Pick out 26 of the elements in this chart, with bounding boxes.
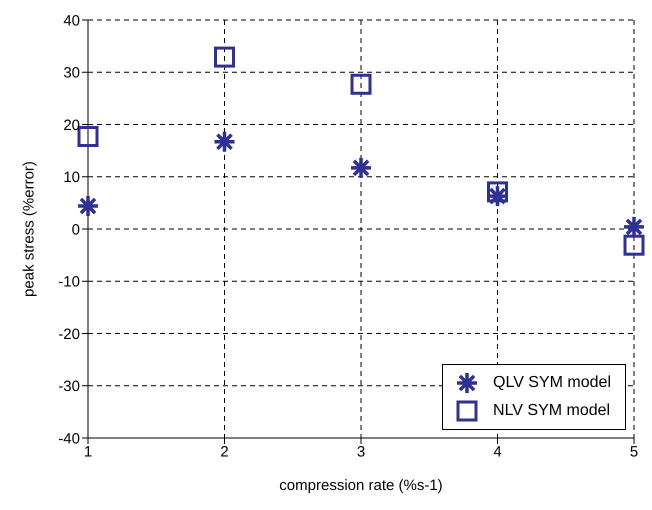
x-tick-label: 5 <box>630 444 638 461</box>
y-tick-label: -30 <box>58 378 80 396</box>
y-tick-label: 0 <box>72 221 80 238</box>
x-axis-title: compression rate (%s-1) <box>279 477 443 494</box>
point <box>349 156 373 180</box>
point <box>487 181 508 202</box>
y-tick-label: 30 <box>63 64 80 82</box>
point <box>624 234 644 256</box>
y-tick-label: -40 <box>58 430 80 448</box>
y-axis-title: peak stress (%error) <box>20 161 38 297</box>
x-tick-label: 1 <box>84 444 92 461</box>
y-tick-label: -10 <box>58 274 80 291</box>
point <box>78 126 98 148</box>
y-tick-label: -20 <box>58 326 80 343</box>
point <box>76 194 100 218</box>
point <box>350 74 372 95</box>
point <box>214 46 235 68</box>
x-tick-label: 3 <box>356 444 366 461</box>
y-tick-label: 20 <box>63 116 80 134</box>
x-tick-label: 4 <box>493 444 502 461</box>
y-tick-label: 10 <box>63 169 80 186</box>
y-tick-label: 40 <box>63 12 80 30</box>
legend-label: QLV SYM model <box>493 374 611 392</box>
x-tick-label: 2 <box>220 444 229 461</box>
legend-label: NLV SYM model <box>493 402 610 420</box>
point <box>212 130 236 154</box>
